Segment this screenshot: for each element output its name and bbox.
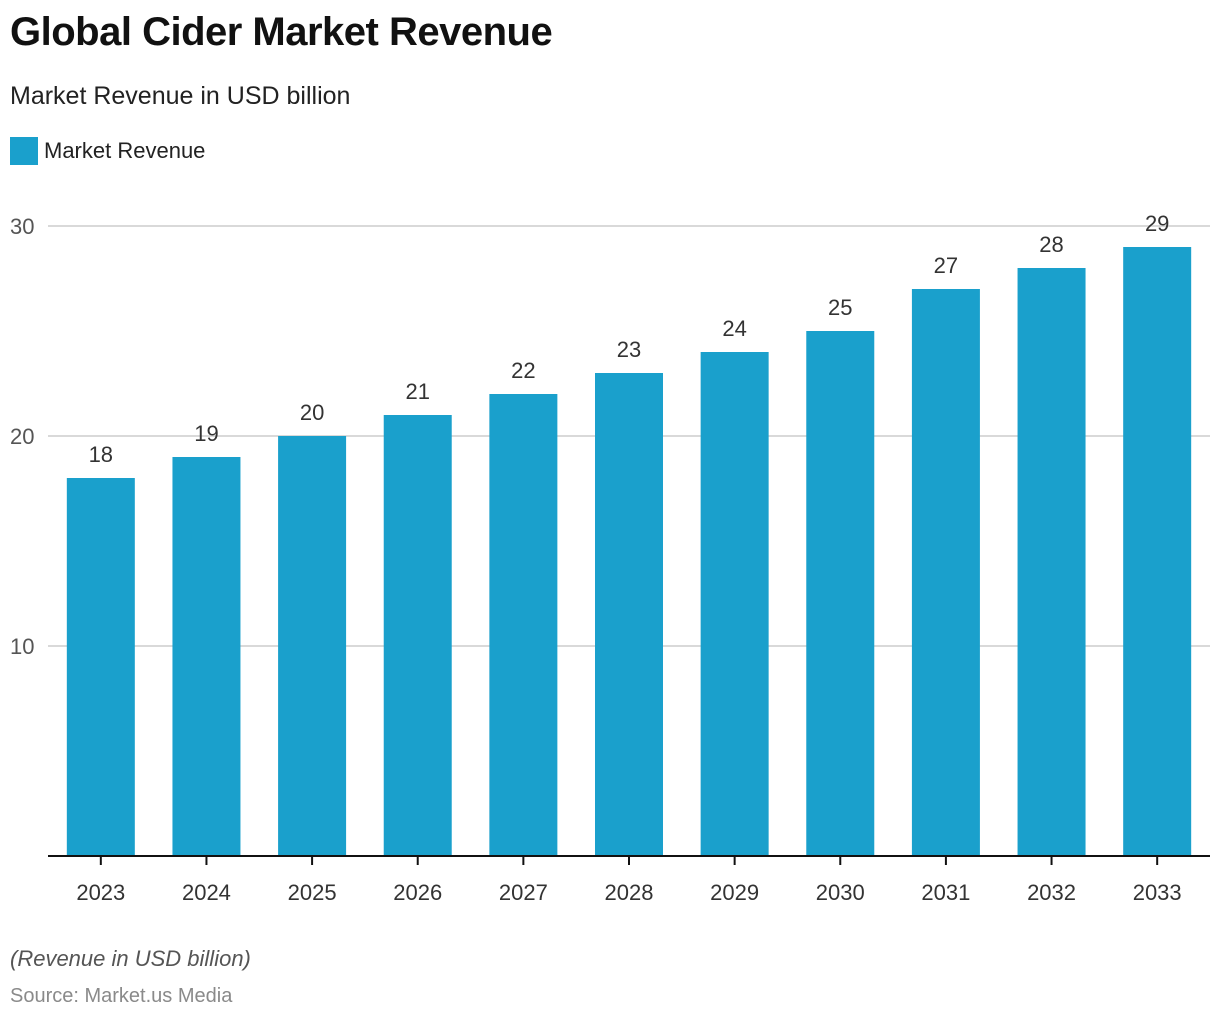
y-tick-label: 10: [10, 634, 34, 659]
data-label: 21: [405, 379, 429, 404]
y-tick-label: 30: [10, 214, 34, 239]
x-tick-label: 2032: [1027, 880, 1076, 905]
y-tick-label: 20: [10, 424, 34, 449]
legend: Market Revenue: [10, 137, 205, 165]
bar-2031: [911, 289, 980, 856]
chart-subtitle: Market Revenue in USD billion: [10, 82, 351, 110]
chart-title: Global Cider Market Revenue: [10, 10, 553, 54]
bar-2023: [66, 478, 135, 856]
x-tick-label: 2029: [710, 880, 759, 905]
bar-2027: [489, 394, 558, 856]
data-label: 22: [511, 358, 535, 383]
x-tick-label: 2031: [921, 880, 970, 905]
legend-label: Market Revenue: [44, 138, 206, 163]
bar-2026: [383, 415, 452, 856]
bar-2030: [806, 331, 875, 856]
x-tick-label: 2028: [605, 880, 654, 905]
data-label: 20: [300, 400, 324, 425]
data-label: 19: [194, 421, 218, 446]
bar-2024: [172, 457, 241, 856]
x-tick-label: 2023: [76, 880, 125, 905]
x-tick-label: 2026: [393, 880, 442, 905]
bar-2025: [278, 436, 347, 856]
bar-2028: [595, 373, 663, 856]
data-label: 23: [617, 337, 641, 362]
bar-2033: [1123, 247, 1192, 856]
source: Source: Market.us Media: [10, 985, 233, 1007]
data-label: 25: [828, 295, 852, 320]
x-tick-label: 2030: [816, 880, 865, 905]
x-tick-label: 2024: [182, 880, 231, 905]
footnote: (Revenue in USD billion): [10, 946, 251, 971]
x-tick-label: 2027: [499, 880, 548, 905]
bar-2032: [1017, 268, 1086, 856]
data-label: 28: [1039, 232, 1063, 257]
data-label: 27: [934, 253, 958, 278]
data-label: 18: [89, 442, 113, 467]
data-label: 24: [722, 316, 746, 341]
data-label: 29: [1145, 211, 1169, 236]
bar-2029: [700, 352, 769, 856]
x-tick-label: 2033: [1133, 880, 1182, 905]
legend-swatch: [10, 137, 38, 165]
x-tick-label: 2025: [288, 880, 337, 905]
